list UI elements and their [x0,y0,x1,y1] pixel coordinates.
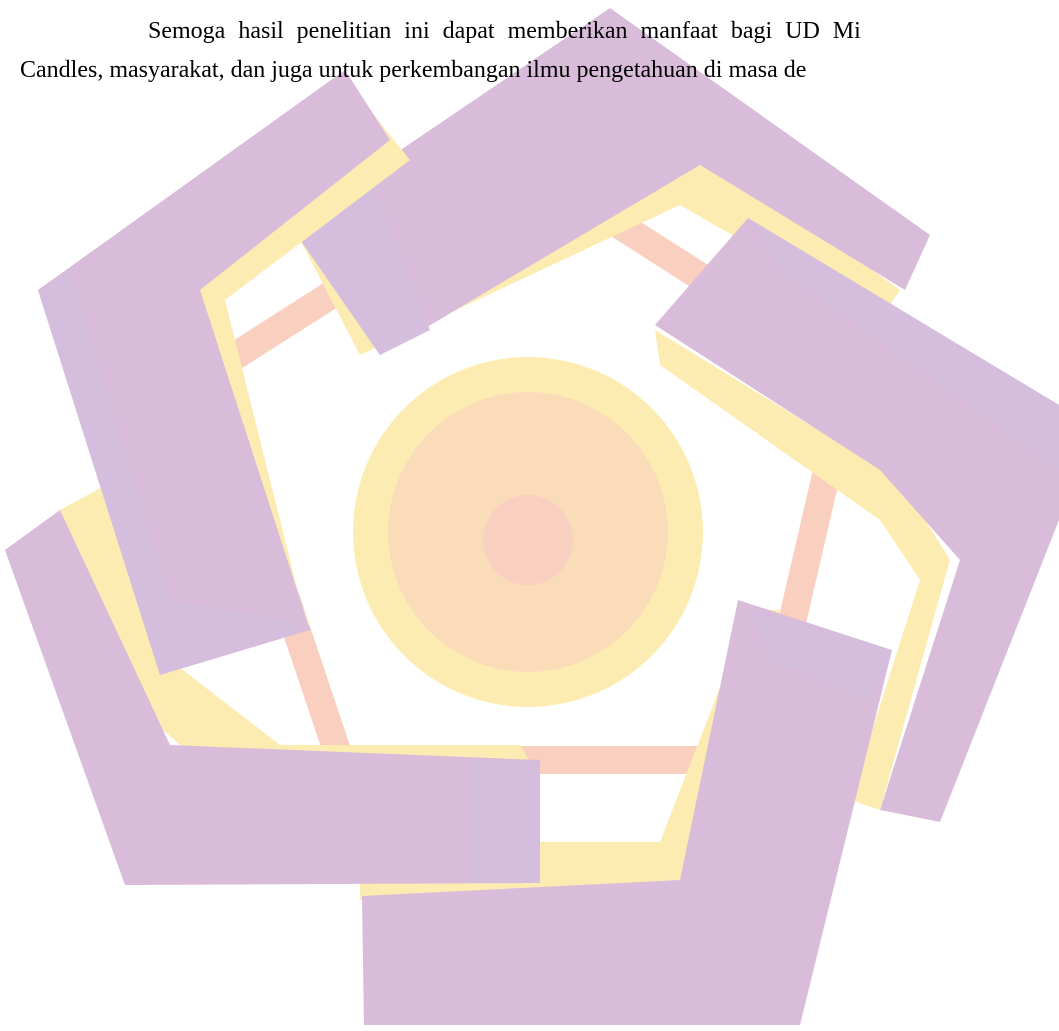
watermark-arm-bottom [362,600,892,1025]
watermark-arm-bottom-shade [750,610,892,700]
paragraph-line: Semoga hasil penelitian ini dapat member… [148,18,861,44]
watermark-arm-bottom-yellow [360,610,780,900]
watermark-arm-right-shade [748,218,1059,470]
watermark-arm-left-yellow [60,480,535,790]
watermark-arm-left-shade [470,760,540,883]
watermark-arm-top [290,8,930,355]
watermark-arm-upper-left-shade [38,270,300,675]
body-paragraph: Semoga hasil penelitian ini dapat member… [20,12,1059,90]
paragraph-line: Candles, masyarakat, dan juga untuk perk… [20,57,807,83]
watermark-center-circle-inner [483,495,573,585]
watermark-arm-left [5,510,540,885]
watermark-arm-right-yellow [655,330,950,810]
